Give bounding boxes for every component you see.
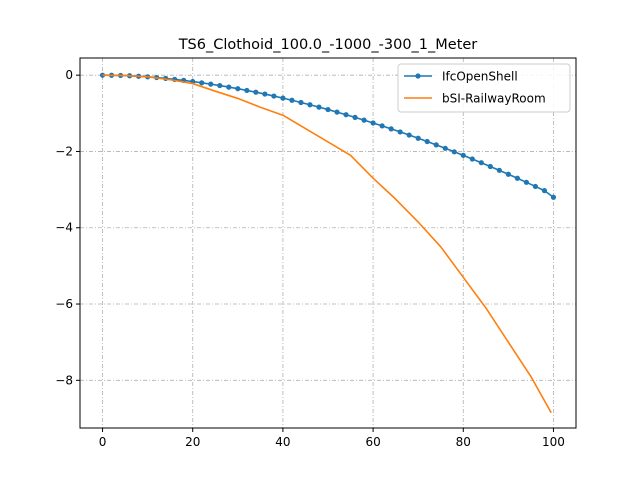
- series-point: [460, 152, 466, 158]
- y-tick-label: 0: [65, 68, 73, 82]
- series-point: [262, 91, 268, 97]
- series-point: [361, 117, 367, 123]
- plot-series: [99, 72, 557, 414]
- series-point: [334, 109, 340, 115]
- series-point: [199, 80, 205, 86]
- series-point: [244, 87, 250, 94]
- series-point: [316, 104, 322, 110]
- series-point: [352, 114, 358, 120]
- axes: 0 20 40 60 80 100 0 −2 −4 −6 −8: [55, 68, 565, 449]
- series-point: [226, 84, 232, 90]
- series-point: [217, 82, 223, 89]
- series-point: [514, 175, 520, 181]
- series-point: [550, 194, 557, 200]
- y-tick-label: −2: [55, 144, 73, 158]
- series-point: [442, 145, 448, 151]
- series-point: [271, 93, 277, 99]
- x-tick-label: 20: [185, 435, 200, 449]
- x-tick-label: 0: [99, 435, 107, 449]
- series-point: [99, 72, 106, 78]
- series-point: [298, 99, 304, 106]
- series-point: [532, 183, 539, 190]
- series-point: [541, 188, 548, 194]
- series-point: [208, 81, 214, 87]
- legend-box: [397, 63, 571, 113]
- series-point: [487, 163, 493, 170]
- series-point: [370, 120, 376, 126]
- x-tick-label: 100: [542, 435, 565, 449]
- legend-label-2: bSI-RailwayRoom: [442, 92, 546, 106]
- series-point: [379, 123, 385, 129]
- x-tick-label: 80: [456, 435, 471, 449]
- series-point: [343, 112, 349, 118]
- series-point: [505, 171, 511, 177]
- y-tick-label: −4: [55, 221, 73, 235]
- series-point: [325, 106, 331, 113]
- chart-title: TS6_Clothoid_100.0_-1000_-300_1_Meter: [178, 37, 478, 53]
- series-point: [424, 138, 430, 145]
- series-point: [406, 132, 412, 138]
- series-point: [451, 149, 457, 155]
- series-line-2: [102, 74, 552, 414]
- series-point: [397, 129, 403, 135]
- series-point: [289, 97, 295, 103]
- series-point: [469, 156, 475, 162]
- plot-frame: [79, 57, 577, 429]
- series-point: [496, 167, 502, 173]
- legend-marker-1: [415, 73, 421, 79]
- series-point: [280, 95, 286, 101]
- y-tick-label: −8: [55, 373, 73, 387]
- x-tick-label: 40: [275, 435, 290, 449]
- series-point: [415, 135, 421, 141]
- series-point: [388, 126, 394, 132]
- series-point: [433, 142, 439, 148]
- series-point: [235, 86, 241, 92]
- series-point: [253, 89, 259, 95]
- legend: IfcOpenShell bSI-RailwayRoom: [397, 63, 571, 113]
- grid: [80, 58, 576, 428]
- legend-label-1: IfcOpenShell: [442, 70, 518, 84]
- series-point: [307, 102, 313, 108]
- y-tick-label: −6: [55, 297, 73, 311]
- series-point: [478, 160, 484, 166]
- x-tick-label: 60: [365, 435, 380, 449]
- series-point: [523, 179, 530, 185]
